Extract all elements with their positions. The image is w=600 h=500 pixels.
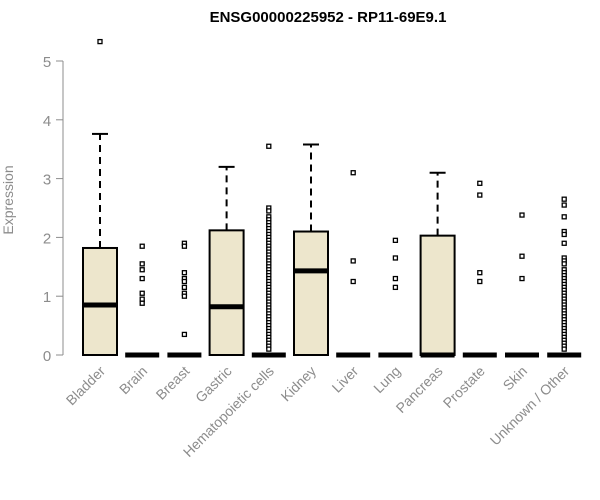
outlier-point	[266, 208, 272, 214]
box-body	[293, 230, 329, 357]
outlier-point	[561, 261, 567, 267]
outlier-point	[181, 278, 188, 285]
y-tick-label: 4	[43, 113, 51, 130]
box-bladder	[82, 38, 118, 356]
y-tick-label: 1	[43, 289, 51, 306]
outlier-point	[139, 275, 145, 282]
box-pancreas	[419, 171, 456, 358]
outlier-point	[350, 278, 356, 285]
box-liver	[336, 170, 371, 358]
x-tick-label: Breast	[153, 363, 193, 403]
box-body	[82, 246, 118, 356]
outlier-point	[477, 192, 483, 198]
outlier-point	[392, 255, 399, 261]
y-tick-label: 2	[43, 230, 51, 247]
x-tick-label: Kidney	[278, 363, 320, 405]
outlier-point	[561, 202, 567, 208]
outlier-point	[477, 278, 483, 285]
box-lung	[378, 237, 413, 358]
outlier-point	[561, 196, 567, 202]
x-tick-label: Bladder	[63, 363, 109, 409]
outlier-point	[561, 214, 567, 220]
outlier-point	[181, 243, 188, 249]
outlier-point	[139, 300, 145, 306]
outlier-point	[561, 346, 567, 352]
x-tick-label: Lung	[370, 363, 403, 396]
box-prostate	[462, 180, 497, 358]
y-tick-label: 5	[43, 54, 51, 71]
outlier-point	[519, 275, 525, 282]
outlier-point	[392, 237, 399, 243]
outlier-point	[139, 261, 145, 267]
x-tick-label: Pancreas	[393, 363, 446, 416]
outlier-point	[519, 212, 525, 218]
y-axis: 0 1 2 3 4 5	[43, 54, 64, 365]
x-tick-label: Brain	[116, 363, 150, 397]
outlier-point	[139, 243, 145, 249]
box-body	[419, 234, 456, 356]
box-series	[82, 38, 582, 358]
box-breast	[167, 240, 202, 358]
chart-title: ENSG00000225952 - RP11-69E9.1	[210, 9, 447, 26]
outlier-point	[266, 143, 272, 149]
outlier-point	[350, 170, 356, 176]
outlier-point	[392, 284, 399, 291]
outlier-point	[477, 270, 483, 276]
y-axis-label: Expression	[0, 165, 16, 234]
outlier-point	[266, 346, 272, 352]
y-tick-label: 3	[43, 172, 51, 189]
x-tick-label: Unknown / Other	[487, 363, 573, 449]
outlier-point	[561, 240, 567, 246]
outlier-point	[139, 290, 145, 296]
outlier-point	[181, 284, 188, 291]
box-kidney	[293, 143, 329, 357]
outlier-point	[181, 331, 188, 338]
x-tick-label: Skin	[500, 363, 531, 394]
outlier-point	[181, 270, 188, 276]
box-brain	[125, 243, 160, 358]
outlier-point	[392, 275, 399, 282]
x-tick-label: Liver	[329, 363, 362, 396]
outlier-point	[181, 293, 188, 299]
outlier-point	[561, 231, 567, 238]
box-unknown-other	[547, 196, 582, 358]
box-gastric	[208, 165, 245, 356]
box-hematopoietic-cells	[251, 143, 286, 358]
box-body	[208, 229, 245, 356]
outlier-point	[519, 253, 525, 259]
outlier-point	[350, 258, 356, 264]
x-tick-label: Prostate	[440, 363, 488, 411]
outlier-point	[97, 38, 103, 45]
box-skin	[505, 212, 539, 358]
outlier-point	[139, 267, 145, 273]
outlier-point	[139, 296, 145, 302]
y-tick-label: 0	[43, 348, 51, 365]
outlier-point	[477, 180, 483, 186]
